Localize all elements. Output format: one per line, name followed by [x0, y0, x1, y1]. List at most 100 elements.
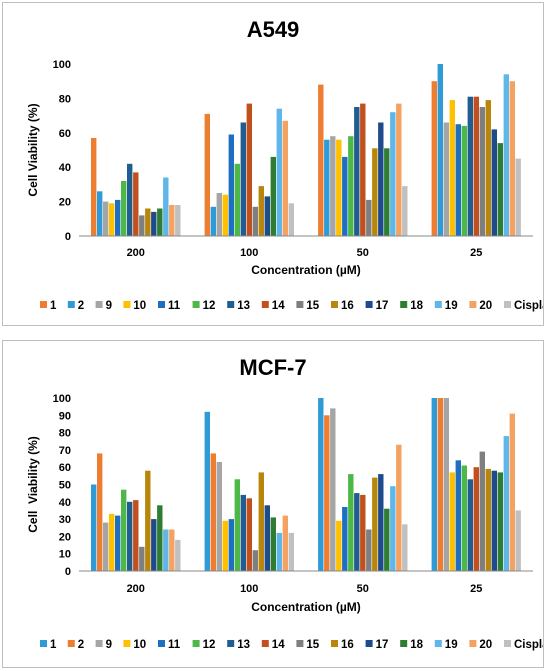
- bar: [121, 489, 127, 571]
- bar: [109, 203, 115, 236]
- bar: [210, 206, 216, 236]
- bar: [378, 474, 384, 571]
- bar: [336, 520, 342, 571]
- bar: [455, 460, 461, 571]
- legend-swatch: [400, 301, 408, 308]
- bar: [228, 519, 234, 571]
- bar: [210, 453, 216, 571]
- bar: [330, 408, 336, 571]
- bar: [276, 532, 282, 571]
- bar: [431, 81, 437, 236]
- x-tick-label: 200: [127, 247, 145, 259]
- legend-label: 18: [410, 639, 423, 651]
- bar: [354, 107, 360, 236]
- legend-swatch: [227, 301, 235, 308]
- legend-label: 9: [106, 300, 112, 312]
- bar: [163, 177, 169, 236]
- bar: [151, 519, 157, 571]
- legend-label: Cisplatin: [514, 300, 543, 312]
- bar: [479, 107, 485, 236]
- bar: [342, 156, 348, 236]
- bar: [396, 444, 402, 571]
- legend-swatch: [67, 301, 75, 308]
- x-tick-label: 200: [127, 583, 145, 595]
- bar: [366, 199, 372, 236]
- bar: [216, 193, 222, 236]
- bar: [402, 524, 408, 571]
- legend-label: 1: [50, 639, 57, 651]
- x-tick-label: 50: [357, 247, 369, 259]
- legend-swatch: [95, 301, 103, 308]
- bar: [145, 470, 151, 571]
- legend-swatch: [261, 301, 269, 308]
- bar: [151, 211, 157, 236]
- bar: [204, 411, 210, 571]
- bar: [91, 484, 97, 571]
- bar: [103, 522, 109, 571]
- legend-label: 15: [306, 300, 319, 312]
- bar: [342, 507, 348, 571]
- legend-label: 16: [341, 639, 354, 651]
- bar: [491, 470, 497, 571]
- legend-swatch: [95, 640, 103, 647]
- bar: [97, 191, 103, 236]
- y-tick-label: 30: [59, 514, 71, 526]
- bar: [139, 215, 145, 236]
- bar: [390, 486, 396, 571]
- legend-swatch: [192, 301, 200, 308]
- bar: [461, 465, 467, 571]
- legend-swatch: [227, 640, 235, 647]
- y-tick-label: 100: [53, 59, 71, 71]
- bar: [479, 451, 485, 571]
- bar: [515, 158, 521, 236]
- legend-swatch: [365, 640, 373, 647]
- legend-label: 10: [133, 639, 146, 651]
- legend-swatch: [296, 640, 304, 647]
- bar: [127, 501, 133, 571]
- bar: [234, 163, 240, 236]
- x-tick-label: 25: [470, 247, 482, 259]
- legend-swatch: [296, 301, 304, 308]
- bar: [175, 205, 181, 236]
- bar: [503, 74, 509, 236]
- bar: [258, 472, 264, 571]
- legend-label: 19: [445, 300, 458, 312]
- bar: [455, 124, 461, 236]
- y-axis-label: Cell Viability (%): [26, 103, 40, 196]
- x-tick-label: 100: [240, 247, 258, 259]
- bar: [461, 125, 467, 236]
- y-tick-label: 20: [59, 531, 71, 543]
- bar: [443, 398, 449, 571]
- legend-label: 15: [306, 639, 319, 651]
- bar: [354, 493, 360, 571]
- bar: [115, 199, 121, 236]
- bar: [372, 477, 378, 571]
- bar: [246, 103, 252, 236]
- legend-swatch: [469, 301, 477, 308]
- legend-swatch: [158, 640, 165, 647]
- bar: [115, 515, 121, 571]
- bar: [449, 472, 455, 571]
- legend-swatch: [123, 640, 131, 647]
- bar: [169, 205, 175, 236]
- legend-swatch: [400, 640, 408, 647]
- bar: [276, 108, 282, 236]
- legend-label: 14: [272, 300, 285, 312]
- legend-label: 17: [376, 639, 389, 651]
- legend-label: 12: [203, 639, 216, 651]
- bar: [360, 103, 366, 236]
- legend-swatch: [40, 640, 47, 647]
- x-tick-label: 100: [240, 583, 258, 595]
- legend-swatch: [434, 640, 442, 647]
- bar: [515, 510, 521, 571]
- y-tick-label: 70: [59, 445, 71, 457]
- bar: [318, 398, 324, 571]
- bar: [109, 513, 115, 571]
- legend-label: 20: [479, 639, 492, 651]
- bar: [336, 139, 342, 236]
- bar: [390, 112, 396, 236]
- bar: [240, 494, 246, 571]
- legend-label: Cisplatin: [514, 639, 543, 651]
- bar: [509, 81, 515, 236]
- bar: [467, 479, 473, 571]
